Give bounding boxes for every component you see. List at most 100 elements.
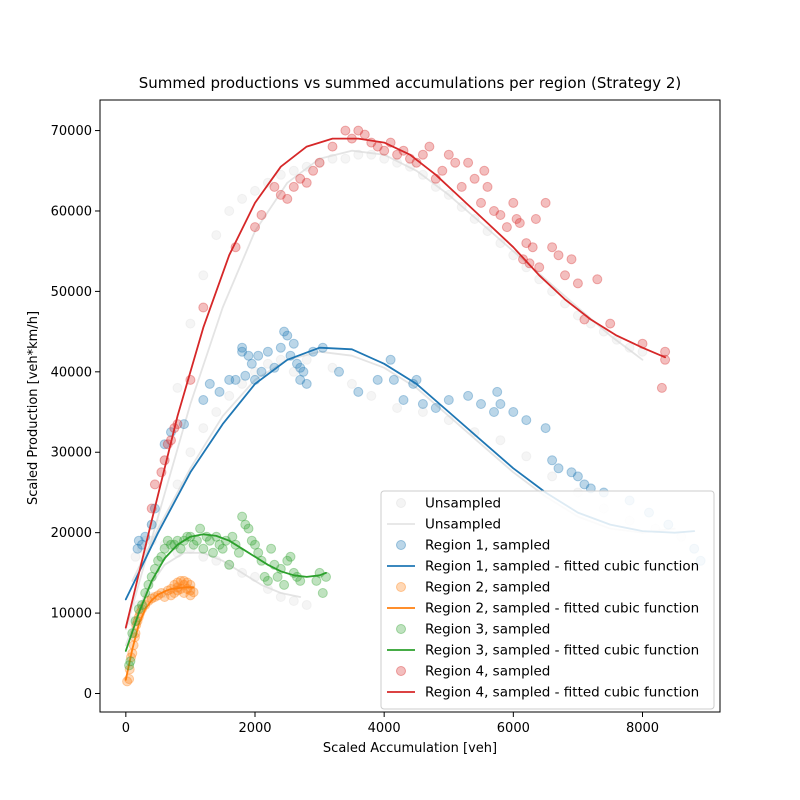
data-point [214,539,225,550]
data-point [417,399,428,409]
data-point [366,390,377,401]
data-point [340,153,351,164]
data-point [660,354,671,365]
legend-marker [396,540,406,550]
data-point [282,193,293,204]
data-point [132,543,143,554]
data-point [188,539,199,550]
legend-marker [396,498,406,508]
data-point [660,346,671,357]
data-point [279,326,290,337]
data-point [521,451,532,462]
data-point [392,149,403,160]
legend-marker [396,582,406,592]
series-line [124,586,195,681]
data-point [476,399,486,409]
data-point [508,197,519,208]
data-point [572,471,583,482]
legend: Unsampled Unsampled Region 1, sampled Regio… [380,490,715,710]
data-point [269,181,280,192]
data-point [508,407,519,417]
data-point [301,600,312,610]
data-point [208,547,218,558]
data-point [198,270,209,281]
data-point [185,318,196,329]
data-point [204,378,215,389]
data-point [237,342,248,353]
data-point [298,366,309,377]
data-point [469,214,480,224]
data-point [172,577,183,588]
data-point [392,403,403,413]
data-point [489,407,499,417]
data-point [191,535,202,546]
data-point [204,535,215,546]
data-point [230,374,241,385]
data-point [521,238,532,249]
x-tick-label: 0 [122,721,130,736]
data-point [314,157,325,168]
data-point [179,588,189,598]
data-point [547,242,558,253]
legend-label: Region 3, sampled - fitted cubic functio… [425,643,699,659]
data-point [185,590,196,601]
data-point [292,358,302,369]
data-point [162,535,173,546]
data-point [185,447,196,458]
data-point [469,173,480,184]
data-point [240,519,251,530]
data-point [175,575,186,586]
series-line [124,533,327,652]
y-tick-label: 70000 [51,124,92,139]
data-point [224,206,235,216]
data-point [198,302,209,313]
data-point [211,407,222,417]
legend-label: Unsampled [425,517,501,533]
data-point [279,579,290,590]
legend-label: Region 1, sampled [425,538,550,554]
data-point [240,370,251,381]
data-point [492,386,503,397]
data-point [253,547,264,558]
data-point [125,656,136,667]
data-point [534,262,545,273]
data-point [511,214,522,224]
data-point [295,575,306,586]
data-point [262,575,273,586]
data-point [217,543,228,554]
data-point [430,181,441,192]
data-point [572,278,583,289]
data-point [334,366,344,377]
axes-frame [99,99,721,713]
data-point [417,407,428,417]
data-point [443,149,454,160]
data-point [179,575,189,586]
data-point [379,145,390,156]
data-point [275,189,286,200]
data-point [272,571,283,582]
data-point [327,362,338,373]
data-point [166,590,176,601]
data-point [301,378,312,389]
data-point [211,230,222,241]
data-point [417,149,428,160]
data-point [214,386,225,397]
data-point [172,382,183,393]
data-point [250,185,260,196]
data-point [327,141,338,152]
data-point [175,543,186,554]
data-point [288,338,299,349]
data-point [198,423,209,434]
y-tick-label: 10000 [51,607,92,622]
data-point [579,479,590,490]
data-point [224,390,235,401]
legend-label: Region 3, sampled [425,622,550,638]
x-tick-label: 6000 [497,721,530,736]
data-point [463,390,474,401]
data-point [159,439,170,450]
data-point [479,165,490,176]
data-point [656,382,667,393]
data-point [237,193,248,204]
legend-box [380,490,715,710]
data-point [476,197,486,208]
